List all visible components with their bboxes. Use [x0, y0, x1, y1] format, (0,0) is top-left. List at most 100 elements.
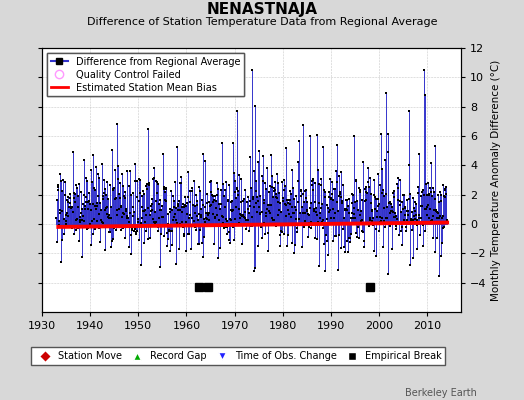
Point [302, 187, 310, 193]
Point [166, 208, 174, 215]
Point [417, 193, 425, 200]
Point [427, 189, 435, 196]
Point [179, 201, 187, 208]
Point [220, 225, 228, 232]
Point [56, 210, 64, 216]
Point [184, 214, 193, 221]
Point [360, 244, 368, 250]
Point [127, 232, 135, 238]
Point [118, 170, 126, 177]
Point [214, 254, 222, 261]
Point [149, 175, 158, 181]
Point [214, 186, 222, 192]
Point [191, 209, 200, 216]
Point [254, 198, 263, 204]
Point [118, 183, 127, 189]
Point [148, 196, 157, 202]
Point [278, 228, 287, 235]
Point [164, 236, 172, 242]
Point [278, 222, 286, 228]
Point [140, 208, 148, 214]
Point [78, 217, 86, 223]
Point [425, 185, 434, 192]
Point [285, 197, 293, 204]
Point [106, 228, 114, 235]
Point [259, 153, 267, 160]
Point [218, 140, 226, 147]
Point [156, 264, 164, 270]
Point [386, 210, 395, 216]
Point [206, 178, 215, 184]
Point [160, 184, 168, 190]
Point [165, 228, 173, 234]
Point [334, 208, 342, 215]
Point [141, 212, 150, 218]
Point [178, 203, 186, 210]
Point [424, 192, 433, 198]
Point [126, 251, 135, 258]
Point [326, 206, 334, 213]
Point [418, 189, 427, 195]
Point [366, 175, 375, 181]
Point [131, 178, 139, 184]
Point [145, 182, 153, 188]
Point [56, 170, 64, 177]
Point [140, 219, 149, 225]
Point [420, 67, 428, 73]
Point [215, 222, 224, 228]
Point [92, 203, 101, 209]
Point [95, 211, 103, 218]
Point [137, 220, 145, 226]
Point [225, 229, 234, 235]
Point [239, 212, 247, 219]
Point [428, 217, 436, 223]
Point [77, 188, 85, 195]
Point [327, 214, 335, 221]
Point [122, 208, 130, 214]
Point [364, 164, 373, 171]
Point [149, 216, 157, 222]
Point [52, 239, 61, 246]
Point [299, 122, 308, 128]
Point [385, 200, 394, 206]
Point [117, 214, 126, 220]
Point [223, 230, 232, 237]
Point [216, 200, 225, 207]
Point [300, 188, 309, 194]
Point [220, 193, 228, 200]
Point [284, 232, 292, 238]
Point [96, 217, 105, 224]
Point [276, 200, 284, 206]
Point [397, 209, 406, 215]
Point [335, 232, 344, 238]
Point [402, 224, 410, 230]
Point [328, 191, 336, 197]
Point [332, 232, 341, 239]
Point [183, 210, 191, 217]
Point [359, 159, 367, 166]
Point [161, 189, 169, 195]
Point [307, 219, 315, 226]
Point [226, 240, 234, 247]
Point [269, 194, 277, 200]
Point [196, 212, 205, 218]
Point [155, 214, 163, 221]
Point [309, 176, 318, 182]
Point [254, 242, 262, 249]
Point [274, 198, 282, 205]
Point [217, 222, 226, 228]
Point [64, 198, 72, 205]
Point [432, 215, 441, 222]
Point [344, 202, 352, 209]
Point [312, 209, 320, 216]
Point [165, 227, 173, 233]
Point [66, 191, 74, 198]
Point [270, 188, 279, 194]
Point [245, 198, 254, 204]
Point [319, 225, 327, 232]
Point [417, 203, 425, 209]
Point [177, 174, 185, 180]
Point [267, 152, 275, 158]
Point [70, 195, 79, 202]
Point [138, 193, 147, 199]
